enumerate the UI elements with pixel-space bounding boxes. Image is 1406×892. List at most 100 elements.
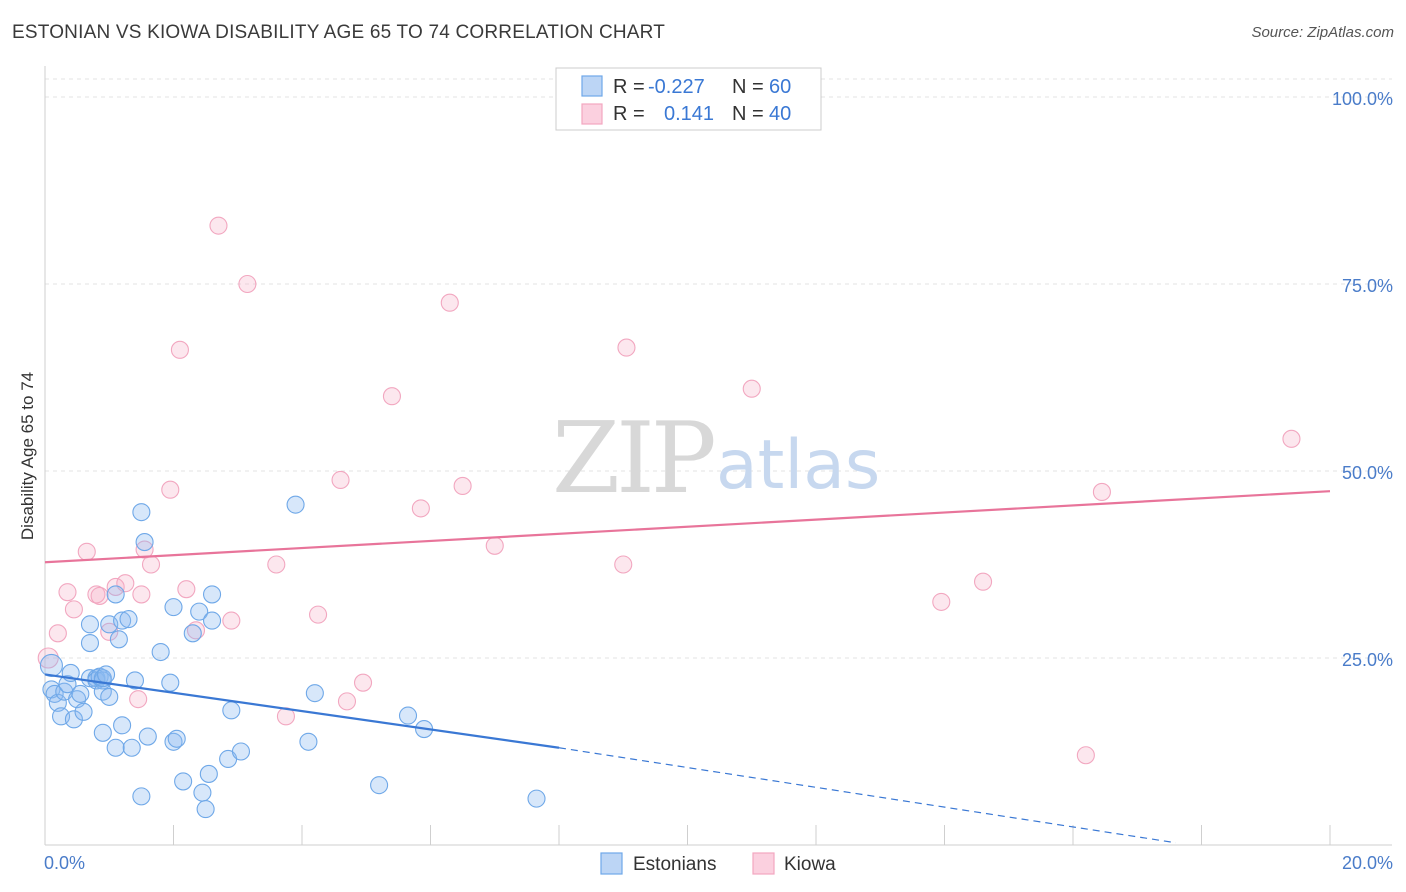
estonian-point-59 <box>527 789 546 808</box>
estonian-point-46 <box>196 800 215 819</box>
estonian-point-22 <box>93 723 112 742</box>
kiowa-point-26 <box>353 673 373 692</box>
kiowa-point-5 <box>87 585 106 604</box>
kiowa-point-18 <box>209 216 228 235</box>
estonian-point-29 <box>113 716 132 735</box>
estonian-point-44 <box>190 602 209 621</box>
kiowa-point-29 <box>440 293 459 312</box>
chart-title: ESTONIAN VS KIOWA DISABILITY AGE 65 TO 7… <box>12 22 666 43</box>
y-tick-label-1: 50.0% <box>1342 463 1393 483</box>
legend-r-value-1: -0.227 <box>648 76 705 98</box>
estonian-point-41 <box>167 729 186 748</box>
x-tick-label-1: 20.0% <box>1342 853 1393 873</box>
kiowa-point-3 <box>64 600 83 619</box>
kiowa-point-14 <box>161 480 180 499</box>
estonian-point-39 <box>164 598 183 617</box>
kiowa-point-27 <box>382 387 402 406</box>
estonian-point-55 <box>305 684 324 703</box>
estonian-point-11 <box>74 702 93 721</box>
watermark-zip: ZIP <box>552 402 714 516</box>
estonian-point-49 <box>203 585 222 604</box>
kiowa-point-37 <box>1076 746 1095 765</box>
estonian-point-3 <box>48 693 67 712</box>
kiowa-point-11 <box>132 585 151 604</box>
kiowa-point-0 <box>37 647 59 669</box>
legend-kiowa-label: Kiowa <box>784 854 836 875</box>
estonian-point-51 <box>222 701 241 720</box>
kiowa-point-17 <box>186 621 206 640</box>
legend-estonians-swatch <box>600 852 623 875</box>
legend-n-label-1: N = <box>732 76 764 98</box>
kiowa-point-15 <box>170 340 189 359</box>
estonian-point-54 <box>299 732 318 751</box>
legend-swatch-blue <box>581 75 603 97</box>
kiowa-point-1 <box>48 624 67 643</box>
estonian-point-35 <box>135 533 154 552</box>
legend-r-label-2: R = <box>613 103 645 125</box>
kiowa-point-4 <box>77 542 96 561</box>
estonian-point-26 <box>106 585 125 604</box>
y-tick-label-2: 75.0% <box>1342 276 1393 296</box>
estonian-point-27 <box>109 630 128 649</box>
estonian-trend-extension <box>558 747 1176 844</box>
kiowa-point-30 <box>453 476 472 496</box>
y-tick-label-3: 100.0% <box>1332 89 1393 109</box>
grid-lines <box>44 66 1392 846</box>
kiowa-point-8 <box>106 577 125 596</box>
y-axis-label: Disability Age 65 to 74 <box>18 372 37 540</box>
watermark-atlas: atlas <box>716 426 880 505</box>
estonian-point-13 <box>80 615 100 634</box>
estonian-point-57 <box>398 706 418 725</box>
x-tick-label-0: 0.0% <box>44 853 85 873</box>
legend-estonians-label: Estonians <box>633 854 716 875</box>
kiowa-point-10 <box>129 690 148 709</box>
estonian-point-21 <box>96 665 116 684</box>
estonian-point-34 <box>132 787 151 806</box>
kiowa-point-23 <box>309 605 328 624</box>
kiowa-point-25 <box>337 692 357 711</box>
legend-n-value-2: 40 <box>769 103 791 125</box>
kiowa-point-31 <box>485 536 504 555</box>
kiowa-point-24 <box>331 470 350 490</box>
kiowa-point-20 <box>238 274 257 294</box>
estonian-point-25 <box>106 738 125 757</box>
kiowa-point-16 <box>177 580 196 599</box>
y-tick-label-0: 25.0% <box>1342 650 1393 670</box>
estonian-point-42 <box>174 772 193 791</box>
estonian-point-31 <box>122 738 141 757</box>
kiowa-point-32 <box>614 555 633 574</box>
kiowa-point-7 <box>100 622 119 641</box>
estonian-point-36 <box>138 727 157 746</box>
source-credit: Source: ZipAtlas.com <box>1251 24 1394 41</box>
estonian-point-0 <box>39 653 63 678</box>
kiowa-point-13 <box>141 555 161 574</box>
kiowa-point-28 <box>411 499 430 518</box>
legend-n-value-1: 60 <box>769 76 791 98</box>
legend-swatch-pink <box>581 103 603 125</box>
kiowa-point-39 <box>1282 429 1301 448</box>
kiowa-point-21 <box>267 555 286 574</box>
kiowa-point-2 <box>58 583 77 602</box>
estonian-point-10 <box>71 684 90 703</box>
legend-r-value-2: 0.141 <box>664 103 714 125</box>
estonian-point-30 <box>119 610 138 629</box>
kiowa-point-38 <box>1092 482 1111 501</box>
estonian-point-38 <box>161 673 180 692</box>
estonian-point-28 <box>113 611 132 630</box>
kiowa-point-35 <box>932 592 951 611</box>
estonian-trend-line <box>44 673 560 749</box>
kiowa-point-19 <box>222 611 241 630</box>
series-legend: Estonians Kiowa <box>600 852 836 875</box>
estonian-point-8 <box>64 710 83 729</box>
kiowa-trend-line <box>44 490 1331 564</box>
kiowa-point-33 <box>617 338 636 357</box>
estonian-point-53 <box>286 495 305 514</box>
estonian-point-23 <box>100 687 119 706</box>
estonian-point-56 <box>370 776 389 795</box>
estonian-point-52 <box>231 742 251 761</box>
kiowa-point-6 <box>90 586 109 605</box>
estonian-point-48 <box>203 611 222 630</box>
kiowa-point-36 <box>973 572 993 591</box>
estonian-point-40 <box>164 732 183 751</box>
